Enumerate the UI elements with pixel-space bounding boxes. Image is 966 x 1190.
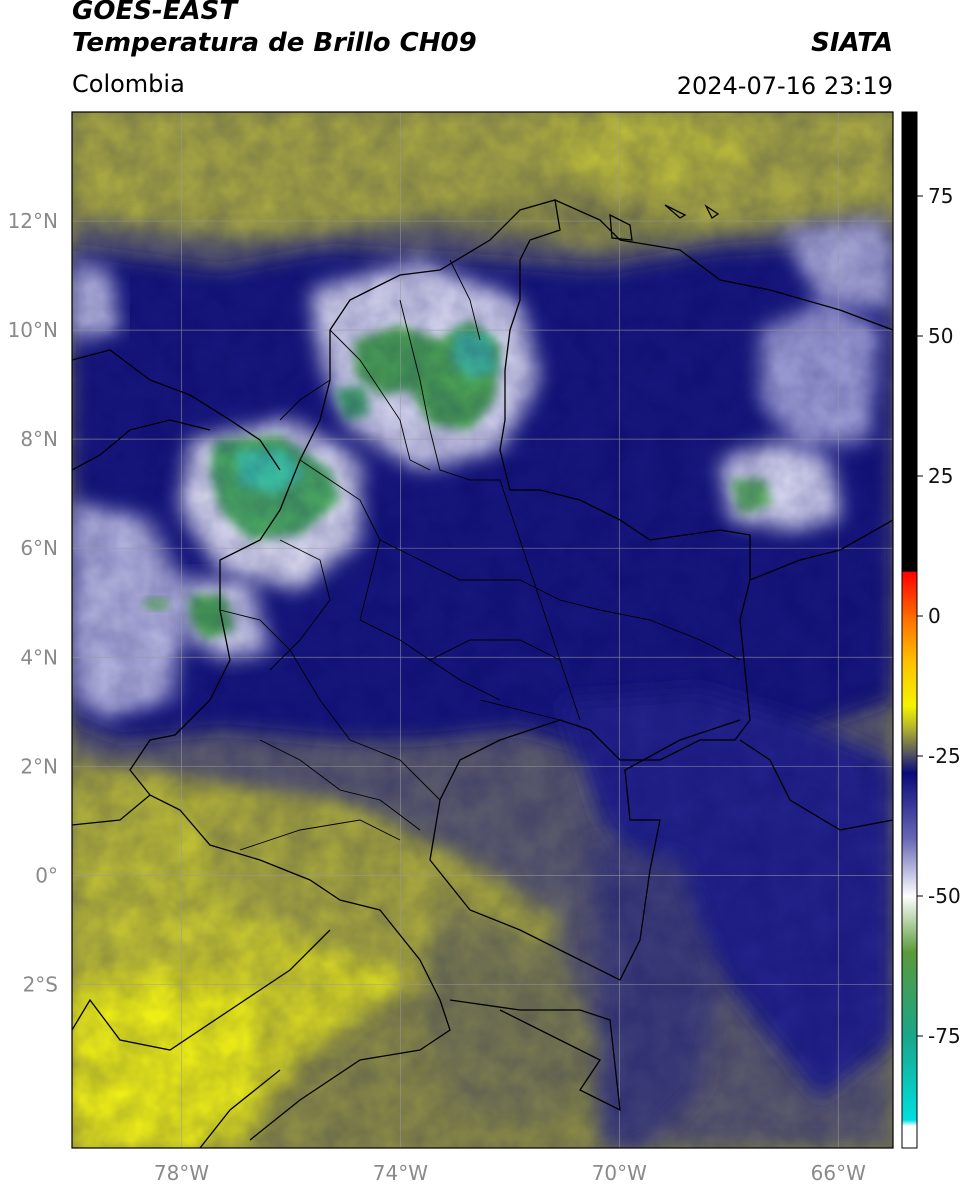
satellite-title: GOES-EAST [72,0,238,26]
lat-tick-label: 8°N [20,427,58,451]
lon-tick-label: 66°W [811,1161,866,1185]
lat-tick-label: 12°N [8,209,58,233]
colorbar-tick-label: -75 [928,1024,961,1048]
ecuador-border [72,794,451,1141]
latitude-ticks: 12°N 10°N 8°N 6°N 4°N 2°N 0° 2°S [8,209,58,996]
colorbar-tick-label: -25 [928,744,961,768]
colorbar-segment [902,1036,917,1121]
colorbar-segment [902,1120,917,1127]
colorbar-frame [901,111,918,1149]
colorbar-segment [902,772,917,841]
brazil-venezuela-border [739,739,893,831]
agency-label: SIATA [811,28,893,58]
island-bonaire [704,204,720,219]
department-boundaries [219,259,741,851]
venezuela-coast [554,199,893,331]
island-curacao [664,204,687,219]
panama-coast [72,349,281,471]
colorbar-segment [902,112,917,572]
colorbar-segment [902,756,917,774]
island-aruba [609,213,633,241]
colorbar-segment [902,571,917,617]
lat-tick-label: 2°N [20,754,58,778]
lat-tick-label: 2°S [23,972,58,996]
venezuela-south [749,519,893,581]
lat-tick-label: 0° [35,863,58,887]
product-title: Temperatura de Brillo CH09 [72,28,477,58]
coast-south [199,1069,281,1148]
lat-tick-label: 10°N [8,318,58,342]
colorbar-segment [902,840,917,897]
colorbar-segment [902,571,917,573]
region-label: Colombia [72,70,185,98]
colorbar-tick-label: 50 [928,324,953,348]
colorbar-segment [902,1125,917,1149]
lon-tick-label: 78°W [154,1161,209,1185]
colorbar-segment [902,705,917,729]
datetime-label: 2024-07-16 23:19 [676,72,893,100]
peru-coast [72,929,331,1051]
colorbar: 75 50 25 0 -25 -50 -75 [901,111,961,1149]
panama-south [72,419,211,471]
graticule [72,112,893,1148]
colorbar-tick-label: -50 [928,884,961,908]
colorbar-segment [902,896,917,953]
lon-tick-label: 74°W [373,1161,428,1185]
colorbar-segment [902,952,917,1037]
longitude-ticks: 78°W 74°W 70°W 66°W [154,1161,866,1185]
map-frame [71,111,894,1149]
colorbar-tick-label: 0 [928,604,941,628]
colorbar-segment [902,616,917,662]
colorbar-segment [902,728,917,757]
colorbar-tick-label: 75 [928,184,953,208]
colorbar-tick-label: 25 [928,464,953,488]
lon-tick-label: 70°W [592,1161,647,1185]
colorbar-segment [902,660,917,707]
lat-tick-label: 4°N [20,645,58,669]
peru-brazil-border [449,999,621,1112]
lat-tick-label: 6°N [20,536,58,560]
